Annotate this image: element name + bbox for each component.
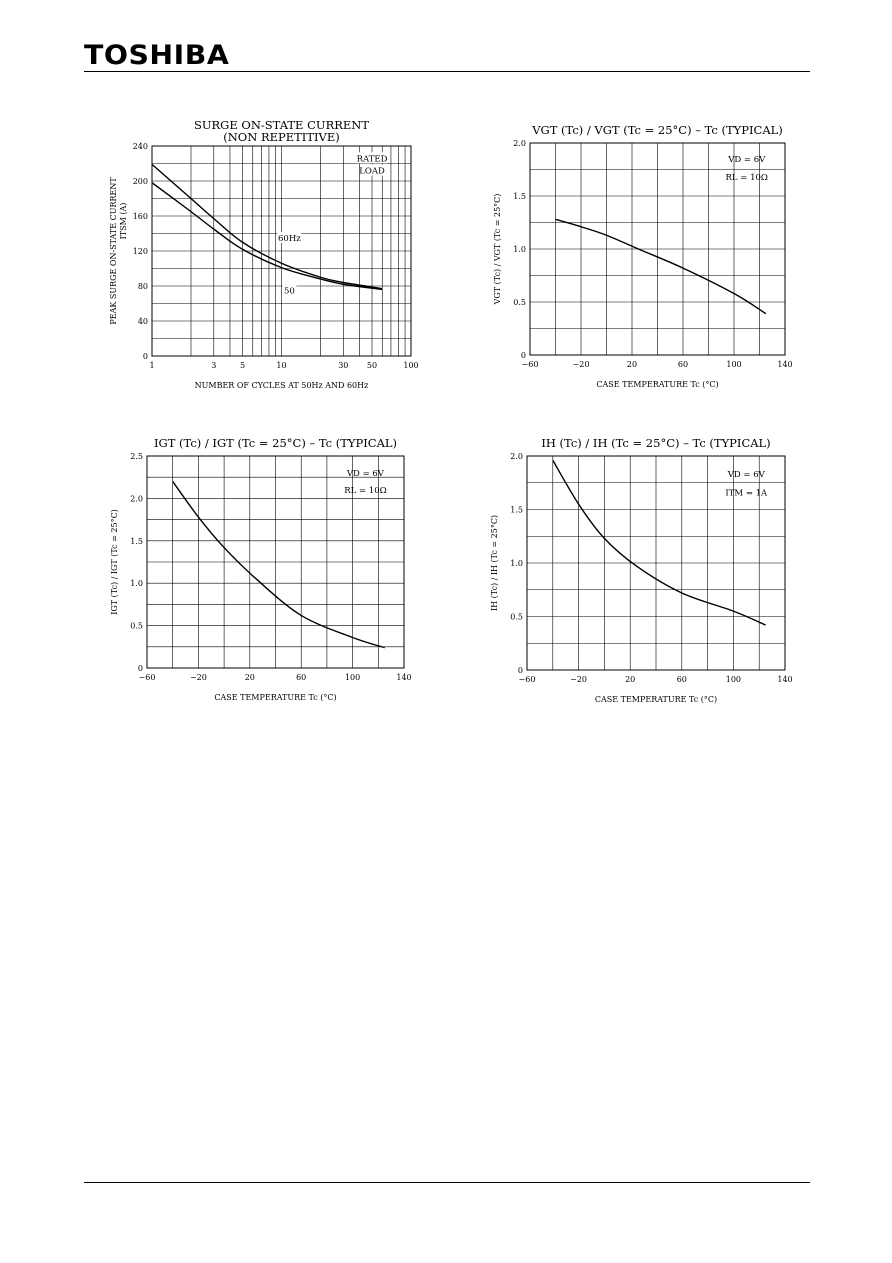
header-rule — [84, 71, 810, 72]
x-tick-label: 60 — [296, 673, 306, 682]
x-tick-label: 100 — [726, 675, 741, 684]
chart-title: IH (Tc) / IH (Tc = 25°C) – Tc (TYPICAL) — [541, 436, 770, 450]
chart-subtitle: (NON REPETITIVE) — [223, 130, 340, 144]
x-tick-label: 30 — [338, 361, 348, 370]
x-tick-label: 60 — [677, 675, 687, 684]
x-tick-label: −60 — [522, 360, 539, 369]
annotation-background — [277, 231, 302, 243]
chart-annotation: RL = 10Ω — [726, 173, 768, 183]
x-tick-label: −20 — [573, 360, 590, 369]
annotation-background — [357, 152, 387, 164]
y-tick-label: 1.0 — [513, 245, 526, 254]
y-tick-label: 1.5 — [513, 192, 526, 201]
y-tick-label: 160 — [133, 212, 148, 221]
y-tick-label: 1.5 — [510, 506, 523, 515]
chart-annotation: VD = 6V — [346, 469, 385, 479]
chart-annotation: 50 — [284, 286, 295, 296]
chart-annotation: RL = 10Ω — [344, 486, 386, 496]
footer-rule — [84, 1182, 810, 1183]
y-axis-label: VGT (Tc) / VGT (Tc = 25°C) — [493, 194, 502, 306]
chart-annotation: VD = 6V — [727, 155, 766, 165]
y-tick-label: 0.5 — [130, 622, 143, 631]
series-line-2 — [151, 182, 383, 291]
y-tick-label: 0.5 — [510, 613, 523, 622]
chart-title: SURGE ON-STATE CURRENT — [194, 118, 369, 132]
x-tick-label: 100 — [726, 360, 741, 369]
x-axis-label: NUMBER OF CYCLES AT 50Hz AND 60Hz — [195, 381, 369, 390]
y-tick-label: 0.5 — [513, 298, 526, 307]
y-axis-label: PEAK SURGE ON-STATE CURRENT — [109, 177, 118, 325]
x-tick-label: 5 — [240, 361, 245, 370]
y-tick-label: 40 — [138, 317, 148, 326]
x-tick-label: 20 — [627, 360, 637, 369]
x-axis-label: CASE TEMPERATURE Tc (°C) — [595, 695, 717, 704]
series-line-1 — [552, 459, 766, 626]
vgt-temperature-chart: VGT (Tc) / VGT (Tc = 25°C) – Tc (TYPICAL… — [493, 123, 793, 389]
x-tick-label: 100 — [403, 361, 418, 370]
x-tick-label: 1 — [149, 361, 154, 370]
ih-temperature-chart: IH (Tc) / IH (Tc = 25°C) – Tc (TYPICAL) −… — [490, 436, 793, 704]
y-tick-label: 200 — [133, 177, 148, 186]
y-tick-label: 240 — [133, 142, 148, 151]
y-axis-label: IH (Tc) / IH (Tc = 25°C) — [490, 515, 499, 611]
chart-annotation: ITM = 1A — [725, 488, 768, 498]
y-tick-label: 120 — [133, 247, 148, 256]
chart-annotation: RATED — [357, 154, 388, 164]
x-tick-label: −20 — [190, 673, 207, 682]
y-tick-label: 1.0 — [510, 559, 523, 568]
igt-temperature-chart: IGT (Tc) / IGT (Tc = 25°C) – Tc (TYPICAL… — [110, 436, 412, 702]
surge-current-chart: SURGE ON-STATE CURRENT(NON REPETITIVE) 1 3… — [109, 118, 419, 390]
x-tick-label: −60 — [139, 673, 156, 682]
x-tick-label: 140 — [777, 360, 792, 369]
y-tick-label: 2.0 — [130, 494, 143, 503]
plot-frame — [146, 455, 405, 669]
annotation-background — [360, 164, 385, 176]
plot-frame — [151, 145, 412, 357]
x-tick-label: 50 — [367, 361, 377, 370]
chart-annotation: LOAD — [359, 167, 385, 177]
y-tick-label: 0 — [521, 351, 526, 360]
x-tick-label: −20 — [570, 675, 587, 684]
x-tick-label: 140 — [396, 673, 411, 682]
x-tick-label: 100 — [345, 673, 360, 682]
x-tick-label: 3 — [211, 361, 216, 370]
x-tick-label: −60 — [519, 675, 536, 684]
y-tick-label: 0 — [143, 352, 148, 361]
plot-frame — [526, 455, 786, 671]
x-tick-label: 60 — [678, 360, 688, 369]
series-line-1 — [151, 163, 383, 290]
x-tick-label: 10 — [276, 361, 286, 370]
chart-title: VGT (Tc) / VGT (Tc = 25°C) – Tc (TYPICAL… — [531, 123, 783, 137]
y-tick-label: 1.0 — [130, 579, 143, 588]
chart-title: IGT (Tc) / IGT (Tc = 25°C) – Tc (TYPICAL… — [154, 436, 397, 450]
chart-annotation: VD = 6V — [727, 470, 766, 480]
y-tick-label: 1.5 — [130, 537, 143, 546]
y-tick-label: 2.0 — [510, 452, 523, 461]
x-axis-label: CASE TEMPERATURE Tc (°C) — [214, 693, 336, 702]
toshiba-logo: TOSHIBA — [84, 40, 230, 71]
y-tick-label: 0 — [518, 666, 523, 675]
series-line-1 — [172, 481, 385, 649]
x-axis-label: CASE TEMPERATURE Tc (°C) — [596, 380, 718, 389]
x-tick-label: 20 — [245, 673, 255, 682]
series-line-1 — [555, 218, 767, 315]
x-tick-label: 140 — [777, 675, 792, 684]
y-tick-label: 2.0 — [513, 139, 526, 148]
plot-frame — [529, 142, 786, 356]
y-tick-label: 0 — [138, 664, 143, 673]
x-tick-label: 20 — [625, 675, 635, 684]
y-tick-label: 80 — [138, 282, 148, 291]
y-axis-sublabel: ITSM (A) — [119, 203, 128, 240]
chart-annotation: 60Hz — [278, 234, 301, 244]
y-tick-label: 2.5 — [130, 452, 143, 461]
annotation-background — [282, 284, 297, 296]
y-axis-label: IGT (Tc) / IGT (Tc = 25°C) — [110, 509, 119, 615]
